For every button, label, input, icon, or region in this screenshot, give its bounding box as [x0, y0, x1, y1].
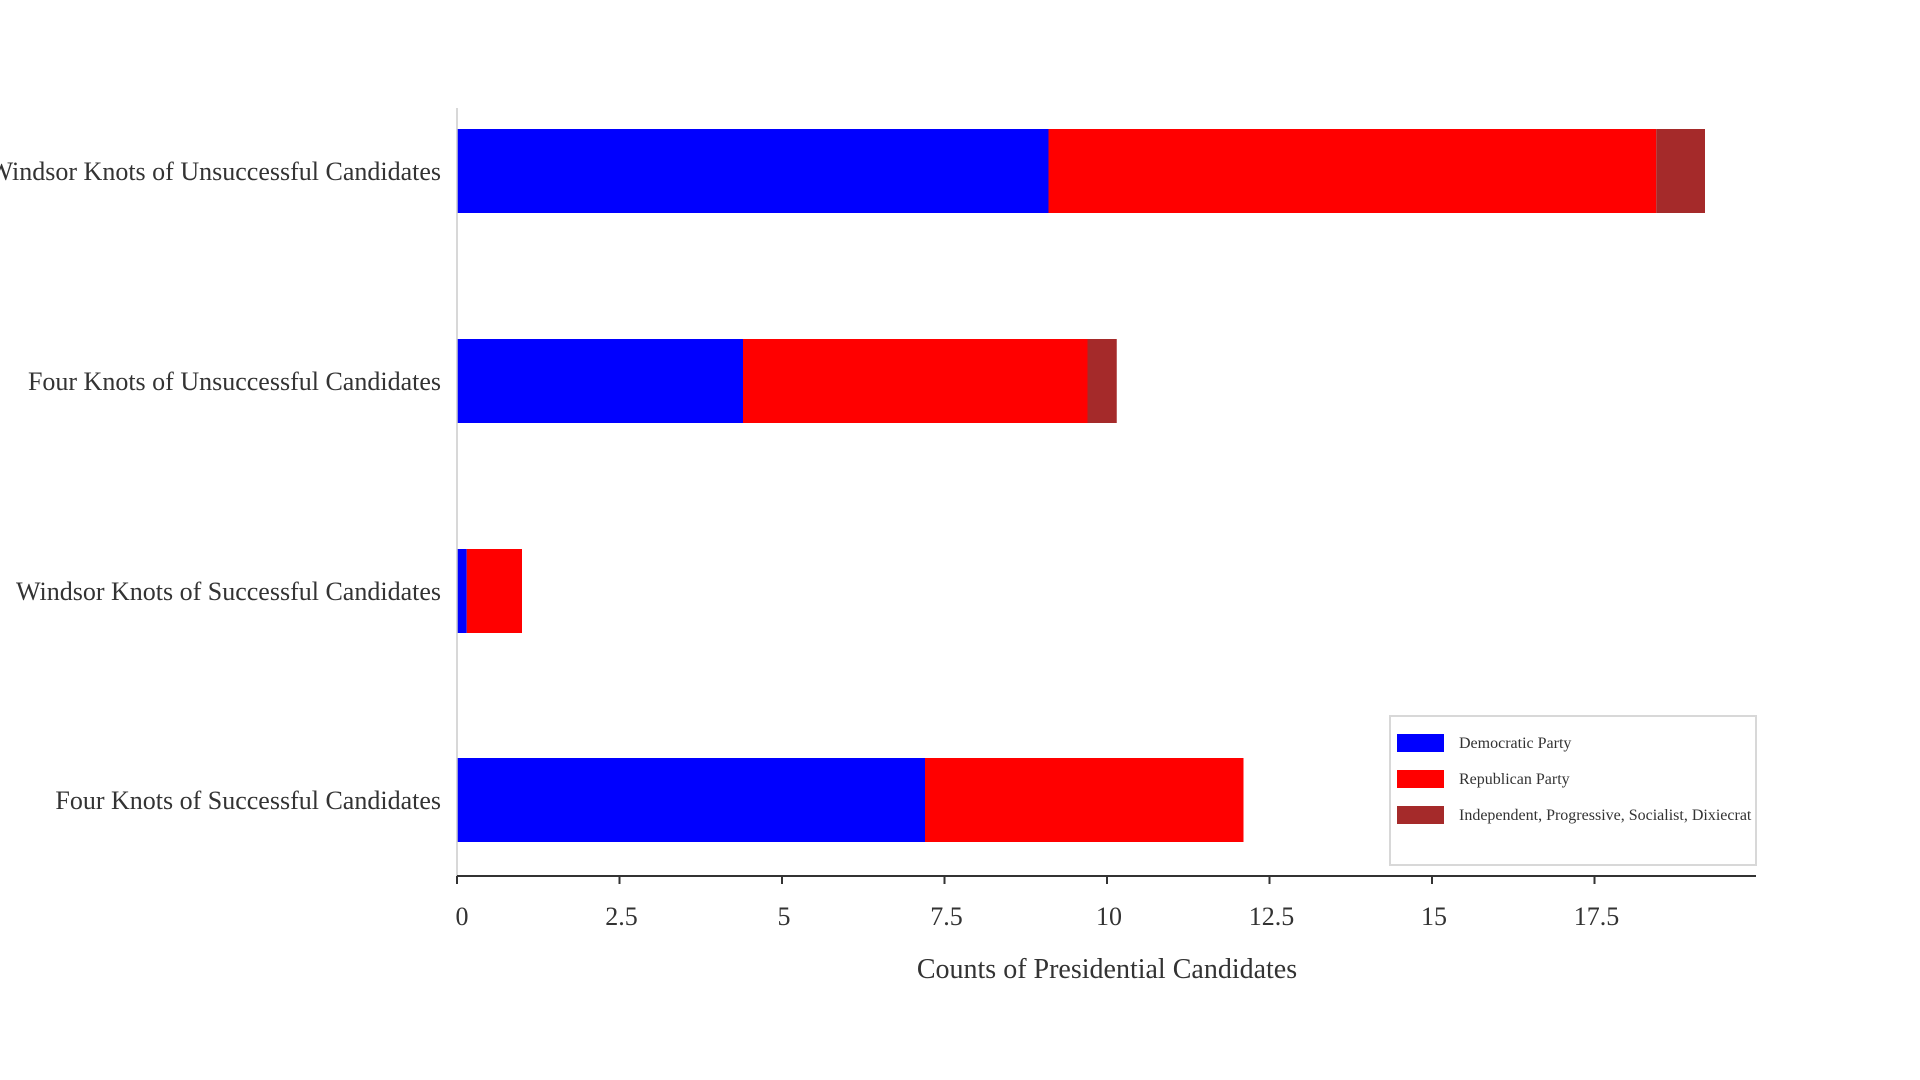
legend-swatch	[1397, 806, 1444, 824]
legend: Democratic Party Republican Party Independ…	[1389, 715, 1757, 866]
bar-segment-2-1	[466, 549, 522, 633]
legend-label: Independent, Progressive, Socialist, Dix…	[1459, 807, 1752, 824]
bar-segment-3-1	[925, 758, 1244, 842]
bar-segment-3-0	[457, 758, 925, 842]
legend-label: Republican Party	[1459, 771, 1570, 788]
bar-segment-1-1	[743, 339, 1088, 423]
x-tick-label: 7.5	[930, 902, 963, 931]
category-label: Windsor Knots of Unsuccessful Candidates	[0, 157, 441, 186]
x-tick-label: 12.5	[1249, 902, 1295, 931]
legend-swatch	[1397, 770, 1444, 788]
bar-segment-0-0	[457, 129, 1049, 213]
bar-segment-0-1	[1048, 129, 1657, 213]
x-tick-label: 15	[1421, 902, 1447, 931]
bar-segment-1-2	[1087, 339, 1117, 423]
legend-label: Democratic Party	[1459, 735, 1571, 752]
x-tick-label: 10	[1096, 902, 1122, 931]
bar-segment-2-0	[457, 549, 467, 633]
bars-group	[457, 129, 1705, 842]
legend-box	[1389, 715, 1757, 866]
category-label: Windsor Knots of Successful Candidates	[16, 577, 441, 606]
legend-swatch	[1397, 734, 1444, 752]
category-label: Four Knots of Successful Candidates	[55, 786, 441, 815]
category-labels-group: Windsor Knots of Unsuccessful Candidates…	[0, 157, 441, 815]
bar-segment-0-2	[1656, 129, 1705, 213]
x-tick-label: 2.5	[605, 902, 638, 931]
x-tick-label: 0	[456, 902, 469, 931]
bar-segment-1-0	[457, 339, 743, 423]
x-axis-title: Counts of Presidential Candidates	[917, 954, 1297, 985]
category-label: Four Knots of Unsuccessful Candidates	[28, 367, 441, 396]
x-ticks-group: 0 2.5 5 7.5 10 12.5 15 17.5	[456, 876, 1620, 931]
x-tick-label: 17.5	[1574, 902, 1620, 931]
x-tick-label: 5	[778, 902, 791, 931]
